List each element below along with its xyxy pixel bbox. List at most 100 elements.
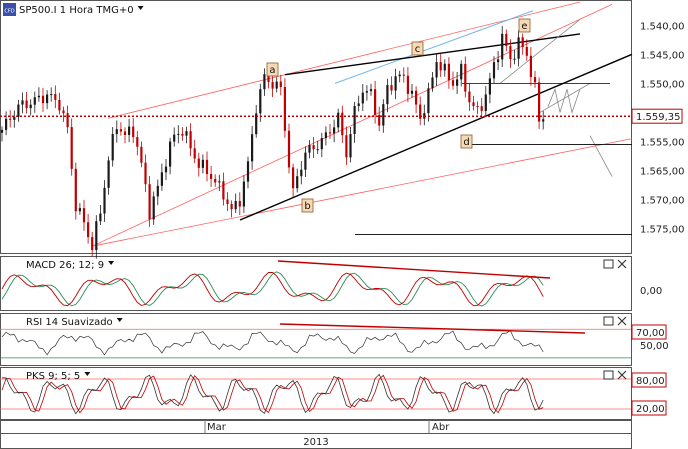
candle-body [279,81,282,87]
close-icon[interactable] [617,316,627,326]
candle-body [29,104,32,109]
symbol-badge[interactable] [3,3,16,16]
pks-title[interactable]: PKS 9; 5; 5 [26,371,80,382]
candle-body [501,33,504,60]
candle-body [312,145,315,150]
candle-body [58,99,61,111]
candle-body [533,77,537,83]
price-tick-label: 1.565,00 [640,167,685,178]
chevron-down-icon[interactable] [137,6,144,10]
candle-body [189,131,192,149]
channel-upper-line [92,3,613,247]
maximize-icon[interactable] [603,370,614,380]
pks-80-box [631,372,667,388]
chevron-down-icon[interactable] [108,261,115,265]
rsi-70-label: 70,00 [636,328,665,339]
candle-body [156,185,159,197]
candle-body [87,222,90,238]
macd-panel-frame [0,256,632,311]
point-label-a: a [269,65,275,76]
candle-body [222,181,225,200]
candle-body [415,90,418,105]
candle-body [480,106,483,111]
candle-body [5,118,8,130]
candle-body [148,184,151,220]
chevron-down-icon[interactable] [84,372,91,376]
rsi-title[interactable]: RSI 14 Suavizado [26,317,113,328]
rsi-70-box [631,324,667,340]
candle-body [497,59,500,63]
rsi-window-controls [603,316,627,326]
candle-body [402,74,405,76]
candle-body [185,131,188,136]
candle-body [320,138,323,150]
close-icon[interactable] [617,259,627,269]
resistance-trend-line [284,33,581,76]
point-label-d-box [460,134,473,149]
candle-body [447,63,450,81]
candle-body [287,130,291,168]
candle-body [472,102,475,107]
candle-body [328,132,332,134]
price-tick-label: 1.555,00 [640,138,685,149]
maximize-icon[interactable] [603,316,614,326]
candle-body [66,113,69,128]
candle-body [177,133,180,135]
close-icon[interactable] [617,370,627,380]
candle-body [246,161,250,182]
candle-body [398,74,401,77]
candle-body [464,63,467,92]
chart-title[interactable]: SP500.I 1 Hora TMG+0 [19,5,134,16]
candle-body [308,145,311,153]
candle-body [374,89,377,115]
candle-body [341,112,344,136]
candle-body [378,114,381,126]
candle-body [386,85,389,105]
point-label-d: d [463,137,469,148]
grey-channel-line [499,19,581,84]
price-tick-label: 1.550,00 [640,79,685,90]
point-label-c: c [415,44,421,55]
pks-80-label: 80,00 [636,376,665,387]
candle-body [181,133,184,136]
candle-body [197,158,200,168]
candle-body [357,103,360,107]
candle-body [169,141,172,167]
candle-body [525,46,528,56]
macd-zero-label: 0,00 [640,286,662,297]
chevron-down-icon[interactable] [116,318,123,322]
price-layer [0,1,633,259]
current-price-label: 1.559,35 [636,112,681,123]
pks-window-controls [603,370,627,380]
candle-body [353,106,356,134]
candle-body [33,97,36,105]
candle-body [160,172,163,186]
support-trend-line [239,53,633,221]
candle-body [538,82,541,122]
candle-body [406,75,409,94]
candle-body [17,104,20,117]
candle-body [369,89,373,92]
candle-body [484,94,487,111]
candle-body [337,112,340,128]
candle-body [107,160,110,188]
maximize-icon[interactable] [603,259,614,269]
macd-title[interactable]: MACD 26; 12; 9 [26,260,104,271]
candle-body [419,104,422,119]
point-labels: a b c d e [266,18,531,213]
candle-body [492,62,496,79]
candle-body [460,63,463,80]
candle-body [193,148,196,159]
indicator-layer [0,260,631,415]
candle-body [251,134,254,162]
candle-body [242,181,245,207]
price-tick-label: 1.575,00 [640,225,685,236]
point-label-b: b [304,201,310,212]
pks-signal-line [1,374,544,414]
candle-body [95,221,98,251]
candle-body [349,133,352,158]
rsi-divergence-line [279,323,586,334]
time-label-abr: Abr [432,422,450,433]
candle-body [144,162,147,185]
